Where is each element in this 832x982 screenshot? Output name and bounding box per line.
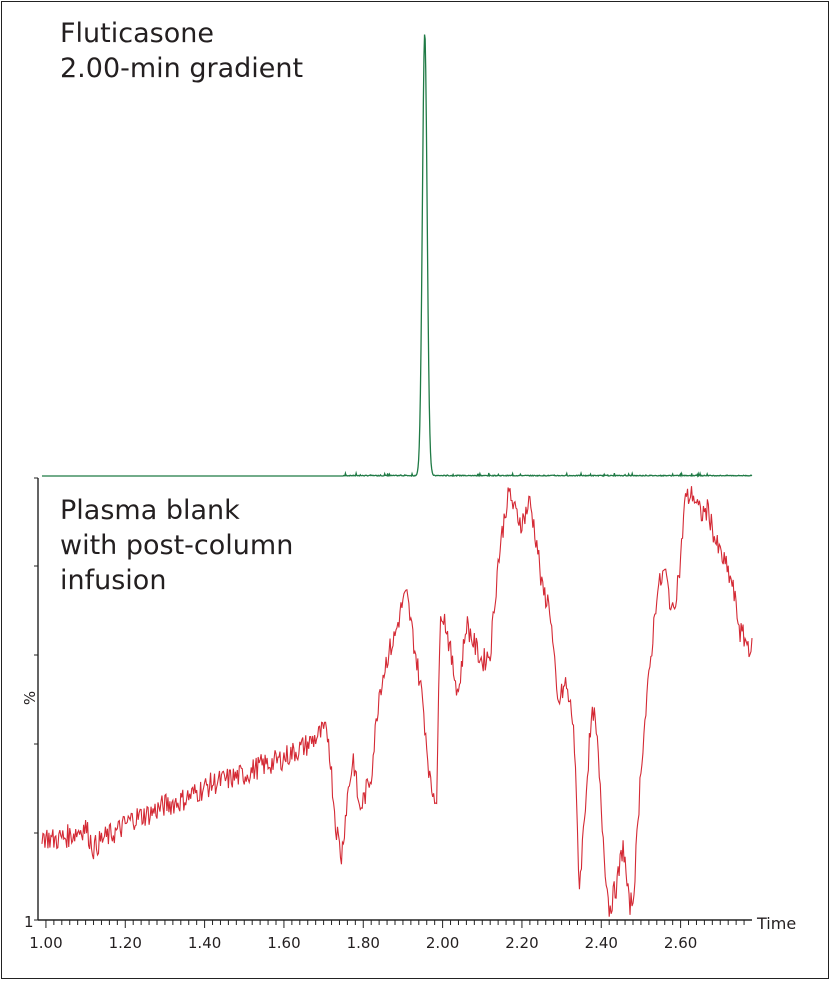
- x-tick-label: 1.00: [29, 934, 62, 952]
- x-tick-label: 1.20: [109, 934, 142, 952]
- bottom-panel-title-line-3: infusion: [60, 565, 166, 596]
- bottom-trace-line: [41, 486, 753, 917]
- bottom-panel-title-line-2: with post-column: [60, 530, 293, 561]
- x-tick-label: 1.40: [188, 934, 221, 952]
- y-axis-unit-label: %: [21, 691, 39, 705]
- bottom-panel-title-line-1: Plasma blank: [60, 495, 240, 526]
- x-tick-label: 2.00: [426, 934, 459, 952]
- x-axis-ticks: 1.00 1.20 1.40 1.60 1.80 2.00 2.20 2.40 2.60: [29, 920, 745, 952]
- x-tick-label: 1.60: [267, 934, 300, 952]
- x-tick-label: 2.20: [505, 934, 538, 952]
- x-tick-label: 2.60: [664, 934, 697, 952]
- top-trace-line: [41, 34, 753, 478]
- y-axis-ticks: [34, 477, 38, 921]
- x-tick-label: 1.80: [347, 934, 380, 952]
- x-axis-unit-label: Time: [756, 914, 796, 933]
- y-axis-min-label: 1: [24, 913, 34, 931]
- x-tick-label: 2.40: [585, 934, 618, 952]
- top-panel-title-line-1: Fluticasone: [60, 18, 214, 49]
- top-panel-title-line-2: 2.00-min gradient: [60, 53, 303, 84]
